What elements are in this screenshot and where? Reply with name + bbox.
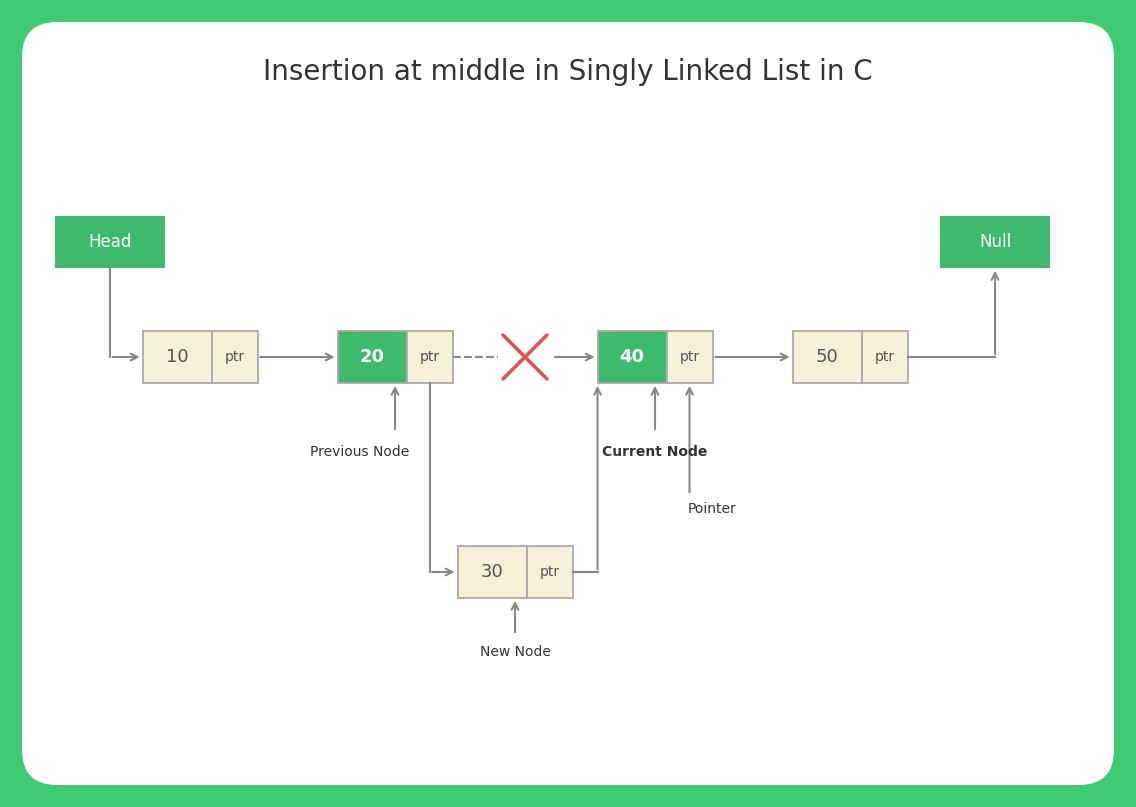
Text: 50: 50	[816, 348, 838, 366]
FancyBboxPatch shape	[458, 546, 526, 598]
FancyBboxPatch shape	[142, 331, 211, 383]
Text: ptr: ptr	[679, 350, 700, 364]
Text: ptr: ptr	[225, 350, 244, 364]
FancyBboxPatch shape	[55, 216, 165, 268]
FancyBboxPatch shape	[939, 216, 1050, 268]
Text: ptr: ptr	[875, 350, 894, 364]
Text: Head: Head	[89, 233, 132, 251]
Text: Null: Null	[979, 233, 1011, 251]
FancyBboxPatch shape	[526, 546, 573, 598]
FancyBboxPatch shape	[861, 331, 908, 383]
Text: Previous Node: Previous Node	[310, 445, 410, 459]
FancyBboxPatch shape	[211, 331, 258, 383]
FancyBboxPatch shape	[22, 22, 1114, 785]
FancyBboxPatch shape	[667, 331, 712, 383]
FancyBboxPatch shape	[337, 331, 407, 383]
Text: Current Node: Current Node	[602, 445, 708, 459]
Text: ptr: ptr	[419, 350, 440, 364]
Text: 20: 20	[359, 348, 384, 366]
Text: New Node: New Node	[479, 645, 551, 659]
FancyBboxPatch shape	[407, 331, 452, 383]
Text: 40: 40	[619, 348, 644, 366]
Text: Pointer: Pointer	[687, 502, 736, 516]
FancyBboxPatch shape	[598, 331, 667, 383]
FancyBboxPatch shape	[793, 331, 861, 383]
Text: 30: 30	[481, 563, 503, 581]
Text: Insertion at middle in Singly Linked List in C: Insertion at middle in Singly Linked Lis…	[264, 58, 872, 86]
Text: 10: 10	[166, 348, 189, 366]
Text: ptr: ptr	[540, 565, 560, 579]
